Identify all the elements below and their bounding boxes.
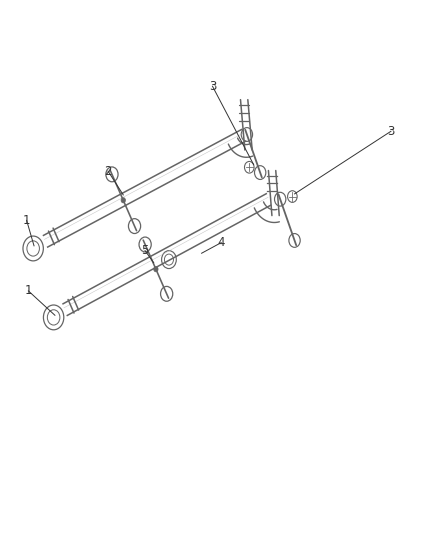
Text: 1: 1 <box>25 285 32 297</box>
Circle shape <box>121 198 125 203</box>
Text: 3: 3 <box>209 80 216 93</box>
Text: 4: 4 <box>217 236 225 249</box>
Text: 1: 1 <box>23 214 30 227</box>
Text: 5: 5 <box>141 244 148 257</box>
Text: 2: 2 <box>104 165 112 177</box>
Text: 3: 3 <box>387 125 395 138</box>
Circle shape <box>154 266 158 272</box>
